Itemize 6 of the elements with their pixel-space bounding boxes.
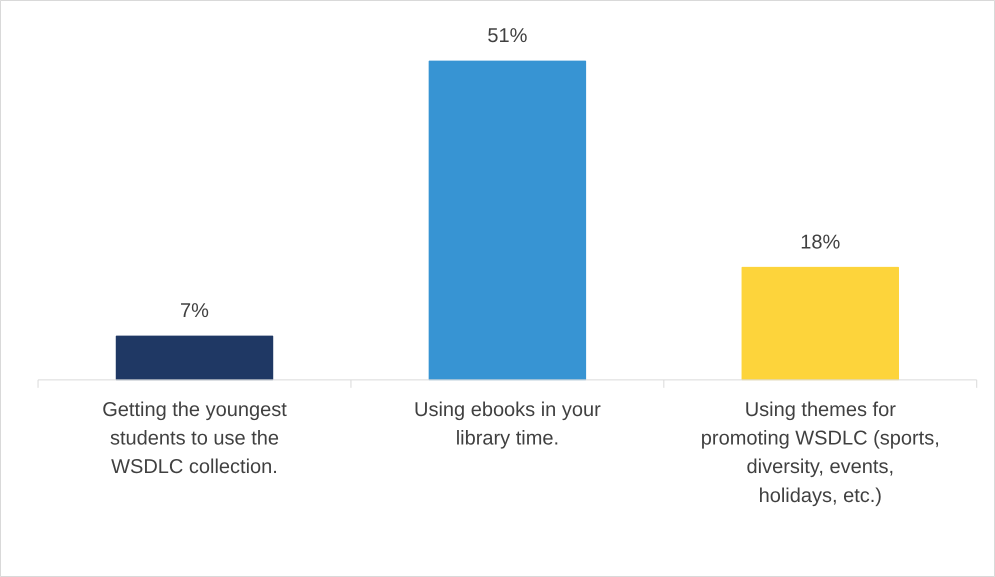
data-label: 51% [487, 25, 528, 48]
x-tick-label: Getting the youngest students to use the WSDLC collection. [102, 398, 288, 478]
data-label: 7% [180, 300, 210, 322]
data-label: 18% [800, 231, 841, 254]
x-tick-label: Using themes for promoting WSDLC (sports, diversity, events, holidays, etc.) [700, 398, 940, 507]
x-tick-label: Using ebooks in your library time. [414, 398, 602, 450]
